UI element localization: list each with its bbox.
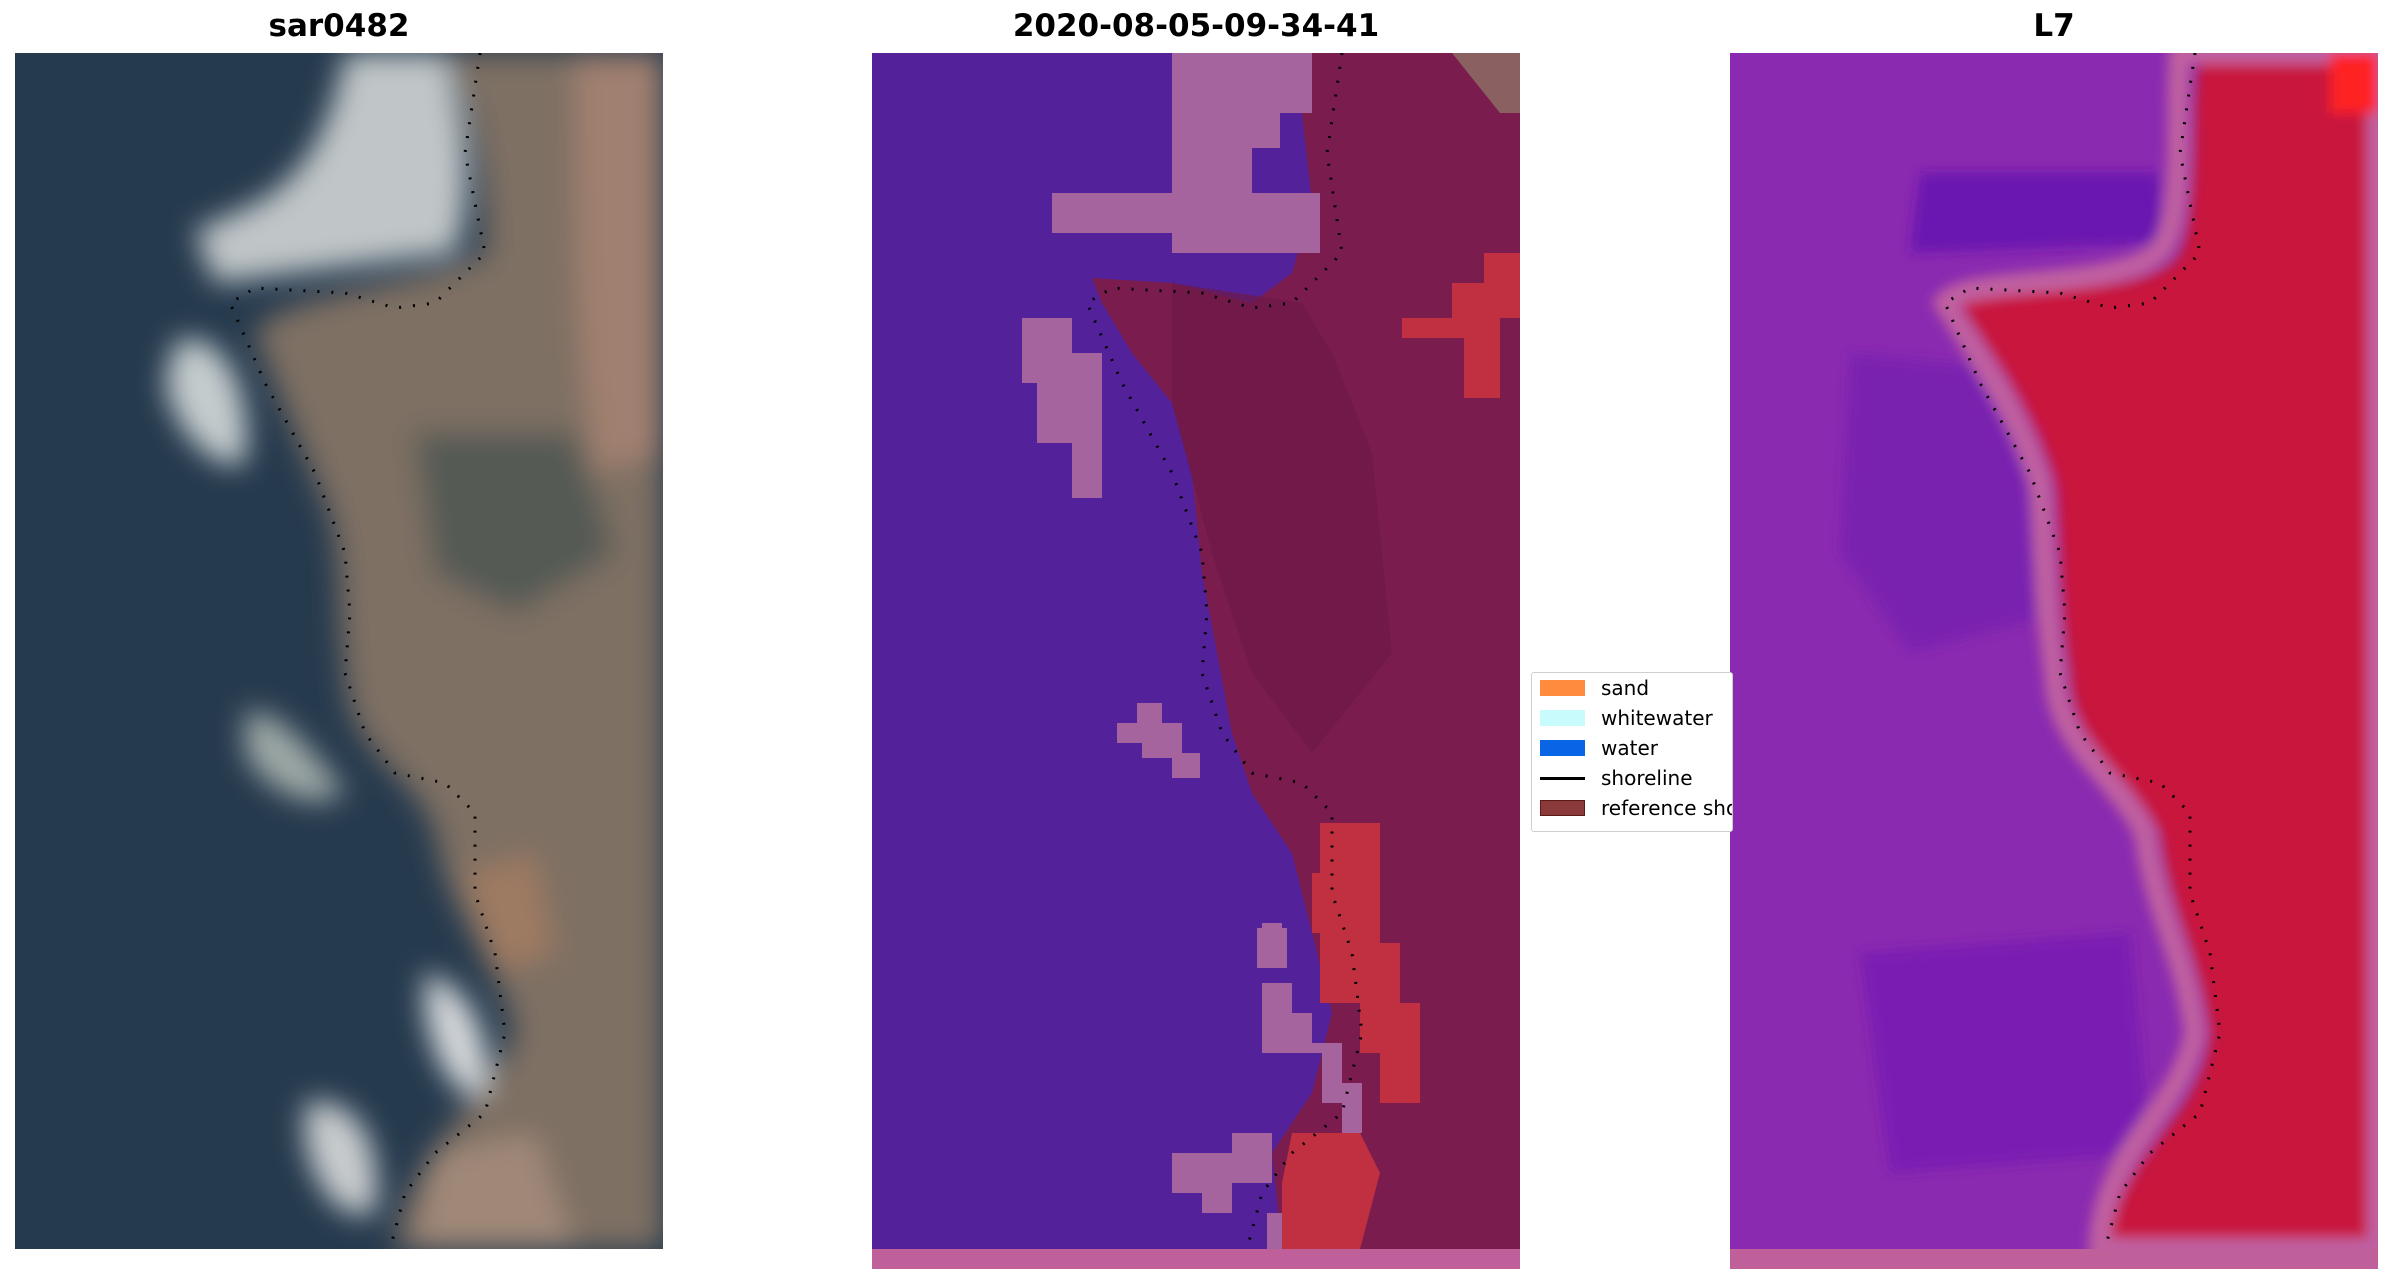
reference-shoreline-swatch-icon	[1540, 800, 1585, 816]
legend-item-whitewater: whitewater	[1540, 705, 1713, 731]
shoreline-line-icon	[1540, 776, 1585, 780]
legend-label-whitewater: whitewater	[1601, 706, 1713, 730]
panel-title-rgb: sar0482	[268, 8, 410, 44]
legend-label-sand: sand	[1601, 676, 1650, 700]
legend-item-reference-shoreline: reference shoreline	[1540, 795, 1732, 821]
legend-item-water: water	[1540, 735, 1658, 761]
legend-label-shoreline: shoreline	[1601, 766, 1693, 790]
legend-item-sand: sand	[1540, 675, 1649, 701]
panel-title-index: L7	[2033, 8, 2075, 44]
legend-label-water: water	[1601, 736, 1658, 760]
legend-item-shoreline: shoreline	[1540, 765, 1693, 791]
rgb-satellite-image	[15, 53, 663, 1249]
index-image	[1730, 53, 2378, 1269]
panel-title-classified: 2020-08-05-09-34-41	[1012, 8, 1380, 44]
legend: sand whitewater water shoreline referenc…	[1531, 672, 1733, 832]
sand-swatch-icon	[1540, 680, 1585, 696]
legend-label-reference-shoreline: reference shoreline	[1601, 796, 1732, 820]
classified-image	[872, 53, 1520, 1269]
water-swatch-icon	[1540, 740, 1585, 756]
whitewater-swatch-icon	[1540, 710, 1585, 726]
